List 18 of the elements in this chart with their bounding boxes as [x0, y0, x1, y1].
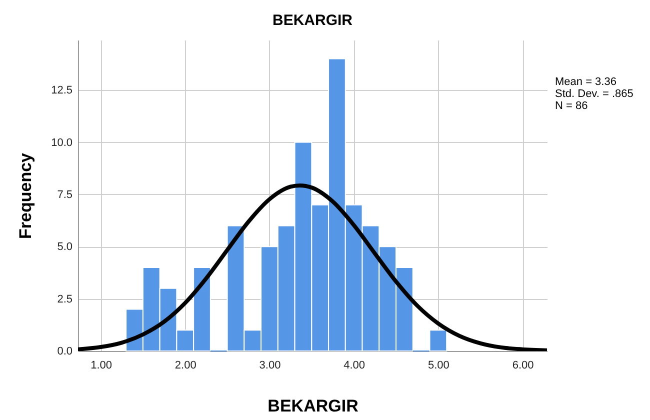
x-tick-label: 1.00	[90, 360, 112, 372]
x-tick-label: 2.00	[174, 360, 196, 372]
y-tick-label: 2.5	[57, 293, 72, 306]
y-tick-label: 10.0	[51, 136, 72, 149]
text: N = 86	[555, 100, 588, 112]
x-tick-label: 4.00	[344, 360, 366, 372]
y-tick-label: 7.5	[57, 188, 72, 201]
x-tick-label: 5.00	[428, 360, 450, 372]
chart-title: BEKARGIR	[272, 12, 353, 29]
text: Std. Dev. = .865	[555, 88, 634, 100]
y-tick-label: 12.5	[51, 84, 72, 97]
text: Mean = 3.36	[555, 76, 616, 88]
y-tick-label: 5.0	[57, 241, 72, 254]
x-tick-label: 6.00	[512, 360, 534, 372]
x-tick-label: 3.00	[259, 360, 281, 372]
x-axis-title: BEKARGIR	[268, 396, 358, 416]
y-tick-label: 0.0	[57, 346, 72, 358]
y-axis-title: Frequency	[16, 152, 36, 239]
